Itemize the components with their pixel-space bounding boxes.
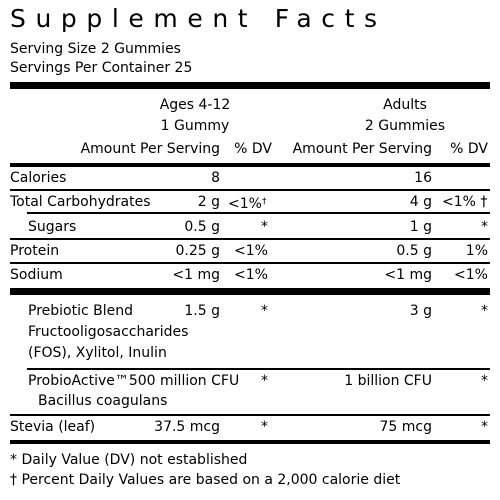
child-dv: *	[261, 373, 268, 389]
adult-amount: 75 mcg	[379, 419, 433, 435]
row-divider	[10, 414, 490, 416]
child-amount: <1 mg	[172, 267, 220, 283]
child-dv: *	[261, 419, 268, 435]
row-name-line: Fructooligosaccharides	[28, 324, 189, 340]
child-dv: *	[261, 303, 268, 319]
child-amount: 2 g	[197, 194, 220, 210]
row-name: Sugars	[28, 219, 77, 235]
row-name: Prebiotic Blend	[28, 303, 133, 319]
header-divider	[10, 163, 490, 167]
row-divider	[27, 368, 490, 370]
child-amount: 8	[211, 170, 220, 186]
panel-title: Supplement Facts	[10, 4, 387, 33]
footnote-dv: * Daily Value (DV) not established	[10, 452, 248, 468]
row-divider	[10, 189, 490, 191]
child-dv: <1%	[234, 243, 268, 259]
adult-dv: <1%	[454, 267, 488, 283]
row-name: Total Carbohydrates	[10, 194, 151, 210]
thick-divider	[10, 82, 490, 89]
row-name: Stevia (leaf)	[10, 419, 96, 435]
dv-header-adult: % DV	[450, 141, 488, 157]
child-amount: 37.5 mcg	[154, 419, 220, 435]
adults-serving-label: 2 Gummies	[364, 118, 446, 134]
adult-amount: 3 g	[409, 303, 432, 319]
row-name-line: Bacillus coagulans	[38, 393, 168, 409]
row-name-line: (FOS), Xylitol, Inulin	[28, 345, 167, 361]
adult-dv: *	[481, 219, 488, 235]
adult-dv: *	[481, 373, 488, 389]
row-divider	[10, 238, 490, 240]
footer-divider	[10, 440, 490, 444]
adult-dv: 1%	[465, 243, 488, 259]
row-name: Sodium	[10, 267, 63, 283]
adult-dv: *	[481, 303, 488, 319]
footnote-percent: † Percent Daily Values are based on a 2,…	[10, 472, 401, 488]
amount-header-child: Amount Per Serving	[80, 141, 220, 157]
ages-column-label: Ages 4-12	[159, 97, 231, 113]
probio-amount-child: 500 million CFU	[128, 373, 240, 389]
adult-amount: 0.5 g	[396, 243, 432, 259]
servings-per-container: Servings Per Container 25	[10, 60, 193, 76]
dagger-mark: †	[261, 197, 267, 207]
row-name: Protein	[10, 243, 60, 259]
dv-header-child: % DV	[234, 141, 272, 157]
row-divider	[10, 262, 490, 264]
adult-amount: 1 billion CFU	[344, 373, 432, 389]
child-dv: <1%	[234, 267, 268, 283]
adults-column-label: Adults	[383, 97, 427, 113]
child-dv: *	[261, 219, 268, 235]
adult-amount: 16	[414, 170, 432, 186]
child-amount: 1.5 g	[184, 303, 220, 319]
child-dv: <1%†	[228, 196, 267, 212]
serving-size: Serving Size 2 Gummies	[10, 41, 181, 57]
row-name: ProbioActive™500 million CFU	[28, 373, 240, 389]
child-amount: 0.5 g	[184, 219, 220, 235]
dagger-mark: †	[480, 194, 488, 210]
adult-amount: 1 g	[409, 219, 432, 235]
row-divider	[27, 212, 490, 214]
adult-dv: *	[481, 419, 488, 435]
child-amount: 0.25 g	[175, 243, 220, 259]
adult-amount: 4 g	[409, 194, 432, 210]
row-name: Calories	[10, 170, 67, 186]
ages-serving-label: 1 Gummy	[160, 118, 230, 134]
adult-amount: <1 mg	[384, 267, 432, 283]
adult-dv: <1% †	[442, 194, 488, 210]
thick-divider	[10, 288, 490, 295]
amount-header-adult: Amount Per Serving	[292, 141, 432, 157]
